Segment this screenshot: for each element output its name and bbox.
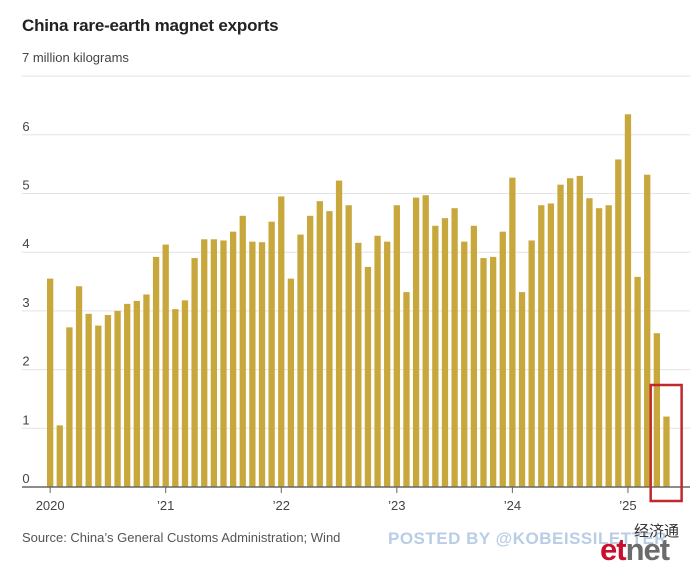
bar [567,178,574,487]
bar [66,327,73,487]
bar [95,325,102,487]
bar [615,159,622,488]
bar [239,215,246,487]
y-tick-label: 0 [22,471,29,486]
bar [557,184,564,487]
bar [355,242,362,487]
bar [489,256,497,487]
tick-labels: 0 1 2 3 4 5 6 2020 ’21 ’22 ’23 ’24 ’25 [22,119,636,513]
bar [403,292,410,487]
x-tick-label: ’25 [619,498,636,513]
bar [364,266,372,487]
bar [384,241,391,487]
bar [441,218,449,488]
axes [22,486,690,493]
bar [258,242,266,487]
bar [152,256,160,487]
etnet-chinese-watermark: 经济通 [634,522,680,540]
y-tick-label: 6 [22,119,29,134]
bar [451,208,458,488]
bar [220,240,227,487]
bar [653,333,660,487]
bar [181,300,189,487]
bar [162,244,169,487]
x-tick-label: ’21 [157,498,174,513]
bar [191,258,198,487]
bar [374,235,381,487]
bar [249,241,256,487]
bar [210,239,218,487]
bar [576,175,583,487]
bar [124,303,131,487]
highlight-box-group [649,383,683,503]
bar [114,310,121,487]
bar [47,278,54,487]
bar [634,276,641,487]
x-tick-label: ’22 [273,498,290,513]
bar [432,225,439,487]
bar [56,425,63,487]
bar [278,196,285,487]
bar [528,240,535,487]
highlight-box [649,383,683,503]
bar [547,203,555,487]
bar [644,174,651,487]
bar [509,177,516,487]
bar [335,180,343,487]
bar [480,258,487,487]
etnet-logo-et: et [600,532,627,567]
y-tick-label: 4 [22,236,29,251]
bar [307,215,314,487]
bar [326,211,333,488]
source-note: Source: China’s General Customs Administ… [22,530,341,545]
posted-by-watermark: POSTED BY @KOBEISSILETTER [388,529,668,548]
y-tick-label: 5 [22,178,29,193]
y-tick-label: 2 [22,354,29,369]
bar [268,221,275,487]
bar [85,313,92,487]
bar [518,292,526,487]
bar [287,278,295,487]
bar [538,205,545,488]
bar [422,195,429,488]
bar [470,225,478,487]
bar [586,198,593,488]
bar [316,201,323,488]
y-tick-label: 1 [22,412,29,427]
bar [104,315,112,487]
bar [345,205,352,488]
etnet-logo: etnet [600,532,670,568]
etnet-logo-net: net [625,532,670,567]
bar [229,231,237,487]
chart-title: China rare-earth magnet exports [22,16,279,35]
bar [393,205,400,488]
bar [663,416,670,487]
x-tick-label: ’24 [504,498,521,513]
bar [297,234,304,487]
bar [624,114,632,487]
bar-chart: 0 1 2 3 4 5 6 2020 ’21 ’22 ’23 ’24 ’25 [22,75,690,513]
bar [412,197,420,487]
bar [172,309,179,487]
x-tick-label: ’23 [388,498,405,513]
y-tick-label: 3 [22,295,29,310]
bar [499,231,506,487]
x-tick-label: 2020 [36,498,65,513]
bar [75,286,83,487]
bars [47,114,670,488]
bar [595,208,603,488]
bar [143,294,150,487]
bar [201,239,208,487]
bar [605,205,612,488]
y-axis-unit-label: 7 million kilograms [22,50,129,65]
bar [133,300,140,487]
bar [461,241,468,487]
